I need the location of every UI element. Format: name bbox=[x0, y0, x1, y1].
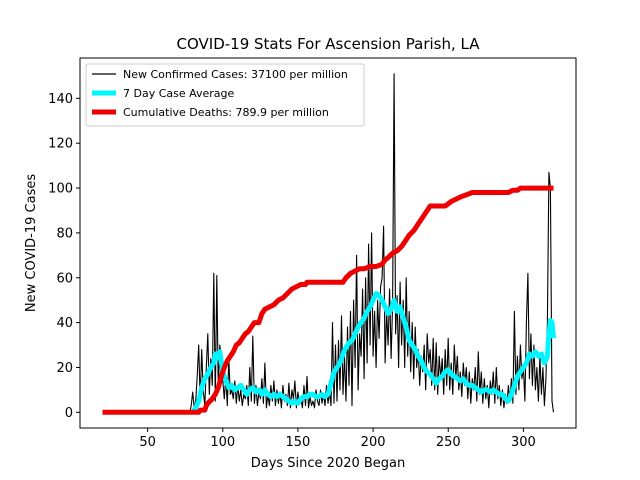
y-tick-label: 40 bbox=[56, 316, 73, 331]
x-tick-label: 100 bbox=[210, 435, 235, 450]
y-tick-label: 80 bbox=[56, 226, 73, 241]
legend-label-7day-average: 7 Day Case Average bbox=[123, 87, 235, 100]
y-tick-label: 0 bbox=[65, 406, 73, 421]
x-axis: 50 100 150 200 250 300 bbox=[139, 428, 536, 450]
y-tick-label: 60 bbox=[56, 271, 73, 286]
legend-label-new-cases: New Confirmed Cases: 37100 per million bbox=[123, 68, 348, 81]
x-tick-label: 200 bbox=[361, 435, 386, 450]
cumulative-deaths-line bbox=[102, 185, 554, 415]
x-tick-label: 150 bbox=[286, 435, 311, 450]
y-tick-label: 20 bbox=[56, 361, 73, 376]
plot-area bbox=[102, 73, 556, 415]
y-axis: 0 20 40 60 80 100 120 140 bbox=[48, 92, 80, 421]
y-tick-label: 120 bbox=[48, 137, 73, 152]
x-axis-title: Days Since 2020 Began bbox=[251, 456, 406, 471]
seven-day-average-line bbox=[190, 291, 556, 414]
legend-label-cumulative-deaths: Cumulative Deaths: 789.9 per million bbox=[123, 106, 329, 119]
y-axis-title: New COVID-19 Cases bbox=[24, 174, 39, 312]
x-tick-label: 250 bbox=[436, 435, 461, 450]
new-cases-line bbox=[102, 73, 555, 413]
legend-box bbox=[85, 63, 365, 127]
x-tick-label: 300 bbox=[511, 435, 536, 450]
legend: New Confirmed Cases: 37100 per million 7… bbox=[85, 63, 365, 127]
y-tick-label: 140 bbox=[48, 92, 73, 107]
y-tick-label: 100 bbox=[48, 182, 73, 197]
x-tick-label: 50 bbox=[139, 435, 156, 450]
chart-title: COVID-19 Stats For Ascension Parish, LA bbox=[177, 35, 481, 53]
plot-frame bbox=[79, 57, 577, 429]
